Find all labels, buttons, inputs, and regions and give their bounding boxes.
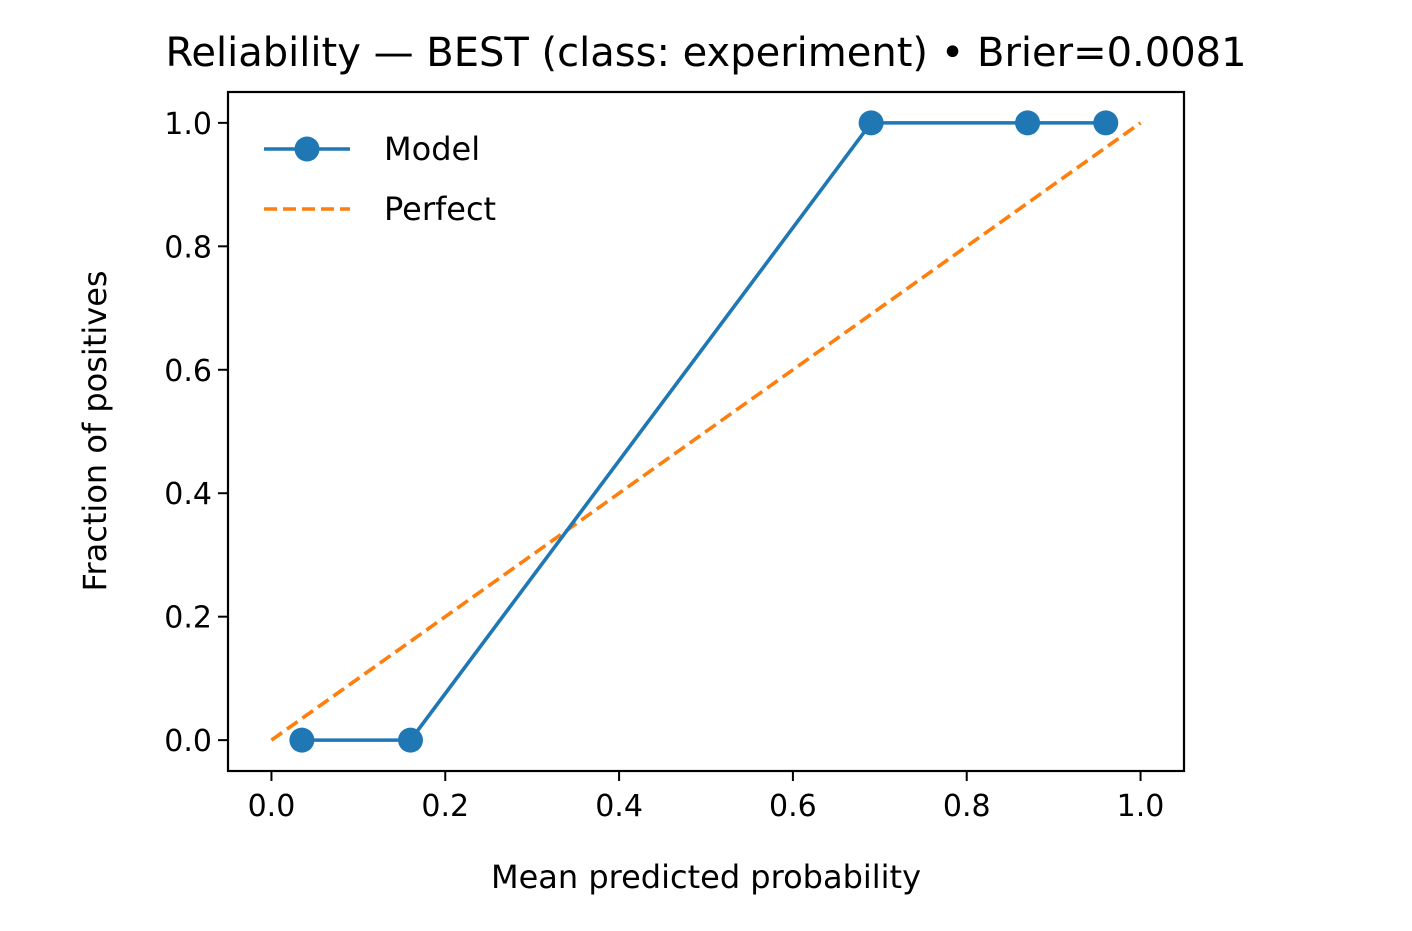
x-tick-label: 0.0 [248, 789, 296, 824]
model-data-point [398, 727, 424, 753]
y-tick-label: 1.0 [164, 107, 212, 142]
model-data-point [858, 110, 884, 136]
y-tick-label: 0.4 [164, 477, 212, 512]
x-tick-label: 0.6 [769, 789, 817, 824]
plot-frame [226, 90, 1186, 773]
x-tick-label: 0.2 [421, 789, 469, 824]
legend-perfect-label: Perfect [384, 190, 496, 228]
y-tick-label: 0.8 [164, 230, 212, 265]
y-axis-label: Fraction of positives [76, 270, 114, 591]
chart-title: Reliability — BEST (class: experiment) •… [165, 30, 1246, 76]
y-tick-label: 0.2 [164, 601, 212, 636]
x-tick-label: 1.0 [1117, 789, 1165, 824]
x-axis-label: Mean predicted probability [491, 858, 921, 896]
perfect-series-line [270, 121, 1142, 742]
x-tick-label: 0.4 [595, 789, 643, 824]
x-tick-label: 0.8 [943, 789, 991, 824]
model-data-point [1093, 110, 1119, 136]
y-tick-label: 0.6 [164, 354, 212, 389]
model-data-point [1015, 110, 1041, 136]
model-data-point [289, 727, 315, 753]
y-tick-label: 0.0 [164, 724, 212, 759]
legend: Model Perfect [264, 130, 496, 228]
legend-model-label: Model [384, 130, 480, 168]
legend-model-marker [294, 136, 320, 162]
